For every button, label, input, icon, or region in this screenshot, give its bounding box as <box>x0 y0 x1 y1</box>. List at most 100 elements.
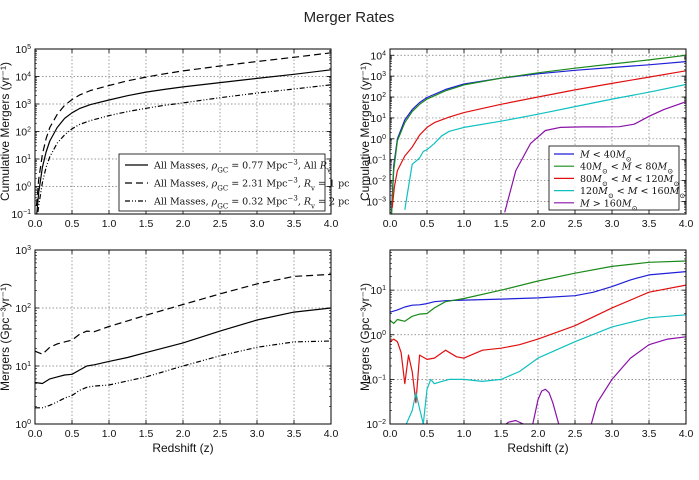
panel-tl: 1 0 −1 100 101 102 103 104 105 0.0 0.5 1.0 1.5 2.0 2.5… <box>0 44 349 230</box>
y-axis-label: Cumulative Mergers (yr⁻¹) <box>358 62 372 201</box>
legend-label-0-part-3: = 0.77 Mpc <box>228 161 287 172</box>
x-tick-label-8: 4.0 <box>324 428 339 440</box>
x-tick-label-7: 3.5 <box>287 428 302 440</box>
series-line-1 <box>35 52 331 206</box>
y-tick-label-3: 102 <box>15 127 31 139</box>
legend-label-2: 80M⊙ < M < 120M⊙ <box>580 174 679 188</box>
legend-label-3-part-5: < 160 <box>637 186 669 197</box>
legend-label-1-part-3: < <box>608 162 622 173</box>
series-line-2 <box>391 70 686 208</box>
x-axis-label: Redshift (z) <box>152 441 213 455</box>
y-tick-label-0-exponent: −1 <box>23 209 31 216</box>
x-tick-label-6: 3.0 <box>605 428 620 440</box>
series-line-0 <box>390 61 686 213</box>
legend-label-4-part-0: M <box>579 198 590 209</box>
legend-label-1-part-5: < 80 <box>631 162 657 173</box>
legend-box <box>118 153 326 212</box>
y-axis-label: Mergers (Gpc⁻³yr⁻¹) <box>0 283 12 391</box>
legend-label-3-part-6: M <box>669 186 680 197</box>
legend-label-2-part-5: < 120 <box>631 174 663 185</box>
legend-label-1-part-4: M <box>621 162 632 173</box>
series-line-0 <box>390 271 686 313</box>
legend-label-3-part-4: M <box>627 186 638 197</box>
series-line-1 <box>35 273 331 355</box>
legend-label-1-part-6: M <box>657 162 668 173</box>
legend-label-4-part-2: M <box>621 198 632 209</box>
x-tick-label-1: 0.5 <box>420 428 435 440</box>
y-tick-label-5-exponent: 4 <box>27 72 31 79</box>
x-tick-label-8: 4.0 <box>324 218 339 230</box>
legend-label-4-part-3: ⊙ <box>632 204 638 212</box>
legend-box <box>548 145 680 211</box>
x-tick-label-1: 0.5 <box>420 218 435 230</box>
legend-label-2-part-7: ⊙ <box>673 180 679 188</box>
x-tick-label-3: 1.5 <box>494 218 509 230</box>
legend-label-2-part-2: ⊙ <box>602 180 608 188</box>
legend: All Masses, ρGC = 0.77 Mpc−3, All RvAll … <box>118 153 349 212</box>
x-tick-label-6: 3.0 <box>250 428 265 440</box>
legend-label-0-part-5: , All <box>298 161 320 172</box>
x-tick-label-0: 0.0 <box>28 218 43 230</box>
y-tick-label-0-exponent: 0 <box>27 419 31 426</box>
x-tick-label-8: 4.0 <box>679 428 694 440</box>
legend-label-3-part-0: 120 <box>580 186 598 197</box>
legend-label-2-part-0: All Masses, <box>153 197 212 208</box>
y-tick-label-0-exponent: −2 <box>378 419 386 426</box>
y-tick-label-7: 104 <box>370 50 386 62</box>
legend-label-0: M < 40M⊙ <box>579 150 632 164</box>
y-axis-label: Cumulative Mergers (yr⁻¹) <box>0 62 12 201</box>
series-line-1 <box>390 260 686 324</box>
x-axis-label: Redshift (z) <box>507 441 568 455</box>
y-tick-label-2-exponent: 2 <box>27 303 31 310</box>
series-line-2 <box>35 340 331 409</box>
legend-label-1: 40M⊙ < M < 80M⊙ <box>580 162 673 176</box>
legend-label-2-part-5: , <box>298 197 304 208</box>
series-line-3 <box>404 83 686 210</box>
legend-label-0-part-1: ρ <box>211 161 218 172</box>
series-group <box>390 260 686 424</box>
y-tick-label-5: 104 <box>15 72 31 84</box>
y-tick-label-5-exponent: 2 <box>382 92 386 99</box>
series-line-4-seg-2 <box>590 336 686 424</box>
legend-label-1-part-4: −3 <box>288 177 298 185</box>
series-line-0 <box>35 307 331 385</box>
legend-label-0-part-2: GC <box>217 167 228 175</box>
legend-label-2-part-3: < <box>608 174 622 185</box>
y-tick-label-1-exponent: 1 <box>27 361 31 368</box>
y-tick-label-3: 100 <box>370 134 386 146</box>
x-tick-label-2: 1.0 <box>102 218 117 230</box>
legend-label-2-part-6: R <box>303 197 311 208</box>
legend-label-2-part-4: −3 <box>288 195 298 203</box>
legend-label-2-part-1: ρ <box>211 197 218 208</box>
x-tick-label-4: 2.0 <box>176 218 191 230</box>
x-tick-label-7: 3.5 <box>642 428 657 440</box>
x-tick-label-6: 3.0 <box>250 218 265 230</box>
series-line-3 <box>405 314 686 424</box>
x-tick-label-4: 2.0 <box>531 428 546 440</box>
x-tick-label-0: 0.0 <box>28 428 43 440</box>
y-tick-label-1: 101 <box>15 361 31 373</box>
legend-label-3-part-3: < <box>614 186 628 197</box>
legend-label-1-part-1: ρ <box>211 179 218 190</box>
y-tick-label-3: 103 <box>15 245 31 257</box>
series-line-2 <box>390 284 686 404</box>
series-line-4 <box>504 101 686 213</box>
plot-frame <box>34 48 332 215</box>
x-tick-label-0: 0.0 <box>383 428 398 440</box>
series-line-4-seg-0 <box>505 419 524 424</box>
legend-label-2-part-4: M <box>621 174 632 185</box>
series-group <box>390 54 686 214</box>
y-tick-label-6-exponent: 3 <box>382 71 386 78</box>
y-tick-label-5: 102 <box>370 92 386 104</box>
legend-label-3-part-1: M <box>597 186 608 197</box>
legend-label-0-part-6: R <box>319 161 327 172</box>
series-line-0 <box>36 69 331 214</box>
legend-label-0-part-1: < 40 <box>590 150 616 161</box>
legend-label-1-part-0: 40 <box>580 162 592 173</box>
y-tick-label-4-exponent: 1 <box>382 113 386 120</box>
legend-label-1-part-2: ⊙ <box>602 168 608 176</box>
y-tick-label-3: 101 <box>370 285 386 297</box>
y-tick-label-0-exponent: −3 <box>378 196 386 203</box>
legend-label-1-part-7: ⊙ <box>667 168 673 176</box>
